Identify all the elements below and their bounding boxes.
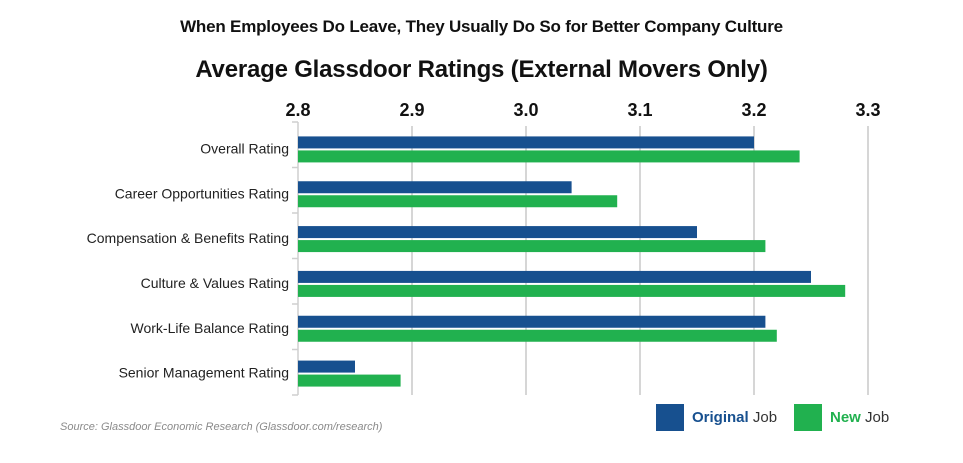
bar-original-job: [298, 181, 572, 194]
bar-new-job: [298, 284, 846, 297]
bar-new-job: [298, 150, 800, 163]
x-tick-label: 2.8: [285, 100, 310, 120]
bar-original-job: [298, 136, 754, 149]
category-label: Senior Management Rating: [119, 365, 289, 381]
legend-swatch-original: [656, 404, 684, 431]
category-label: Culture & Values Rating: [141, 275, 289, 291]
category-label: Career Opportunities Rating: [115, 185, 289, 201]
bar-original-job: [298, 360, 355, 373]
bar-new-job: [298, 329, 777, 342]
chart-title: Average Glassdoor Ratings (External Move…: [195, 56, 768, 83]
x-tick-label: 3.0: [513, 100, 538, 120]
category-label: Compensation & Benefits Rating: [87, 230, 289, 246]
legend-item-new-job: New Job: [794, 404, 889, 431]
bar-new-job: [298, 374, 401, 387]
category-label: Overall Rating: [200, 140, 289, 156]
x-tick-label: 3.3: [855, 100, 880, 120]
x-tick-label: 2.9: [399, 100, 424, 120]
legend-label-new: New Job: [830, 409, 890, 426]
category-label: Work-Life Balance Rating: [131, 320, 289, 336]
x-tick-label: 3.2: [741, 100, 766, 120]
chart-suptitle: When Employees Do Leave, They Usually Do…: [180, 17, 783, 36]
source-note: Source: Glassdoor Economic Research (Gla…: [60, 421, 383, 433]
bar-original-job: [298, 270, 811, 283]
bar-original-job: [298, 315, 766, 328]
x-tick-label: 3.1: [627, 100, 652, 120]
legend-item-original-job: Original Job: [656, 404, 777, 431]
bar-original-job: [298, 226, 697, 239]
bar-new-job: [298, 240, 766, 253]
legend-label-original: Original Job: [692, 409, 778, 426]
bar-new-job: [298, 195, 618, 208]
legend-swatch-new: [794, 404, 822, 431]
